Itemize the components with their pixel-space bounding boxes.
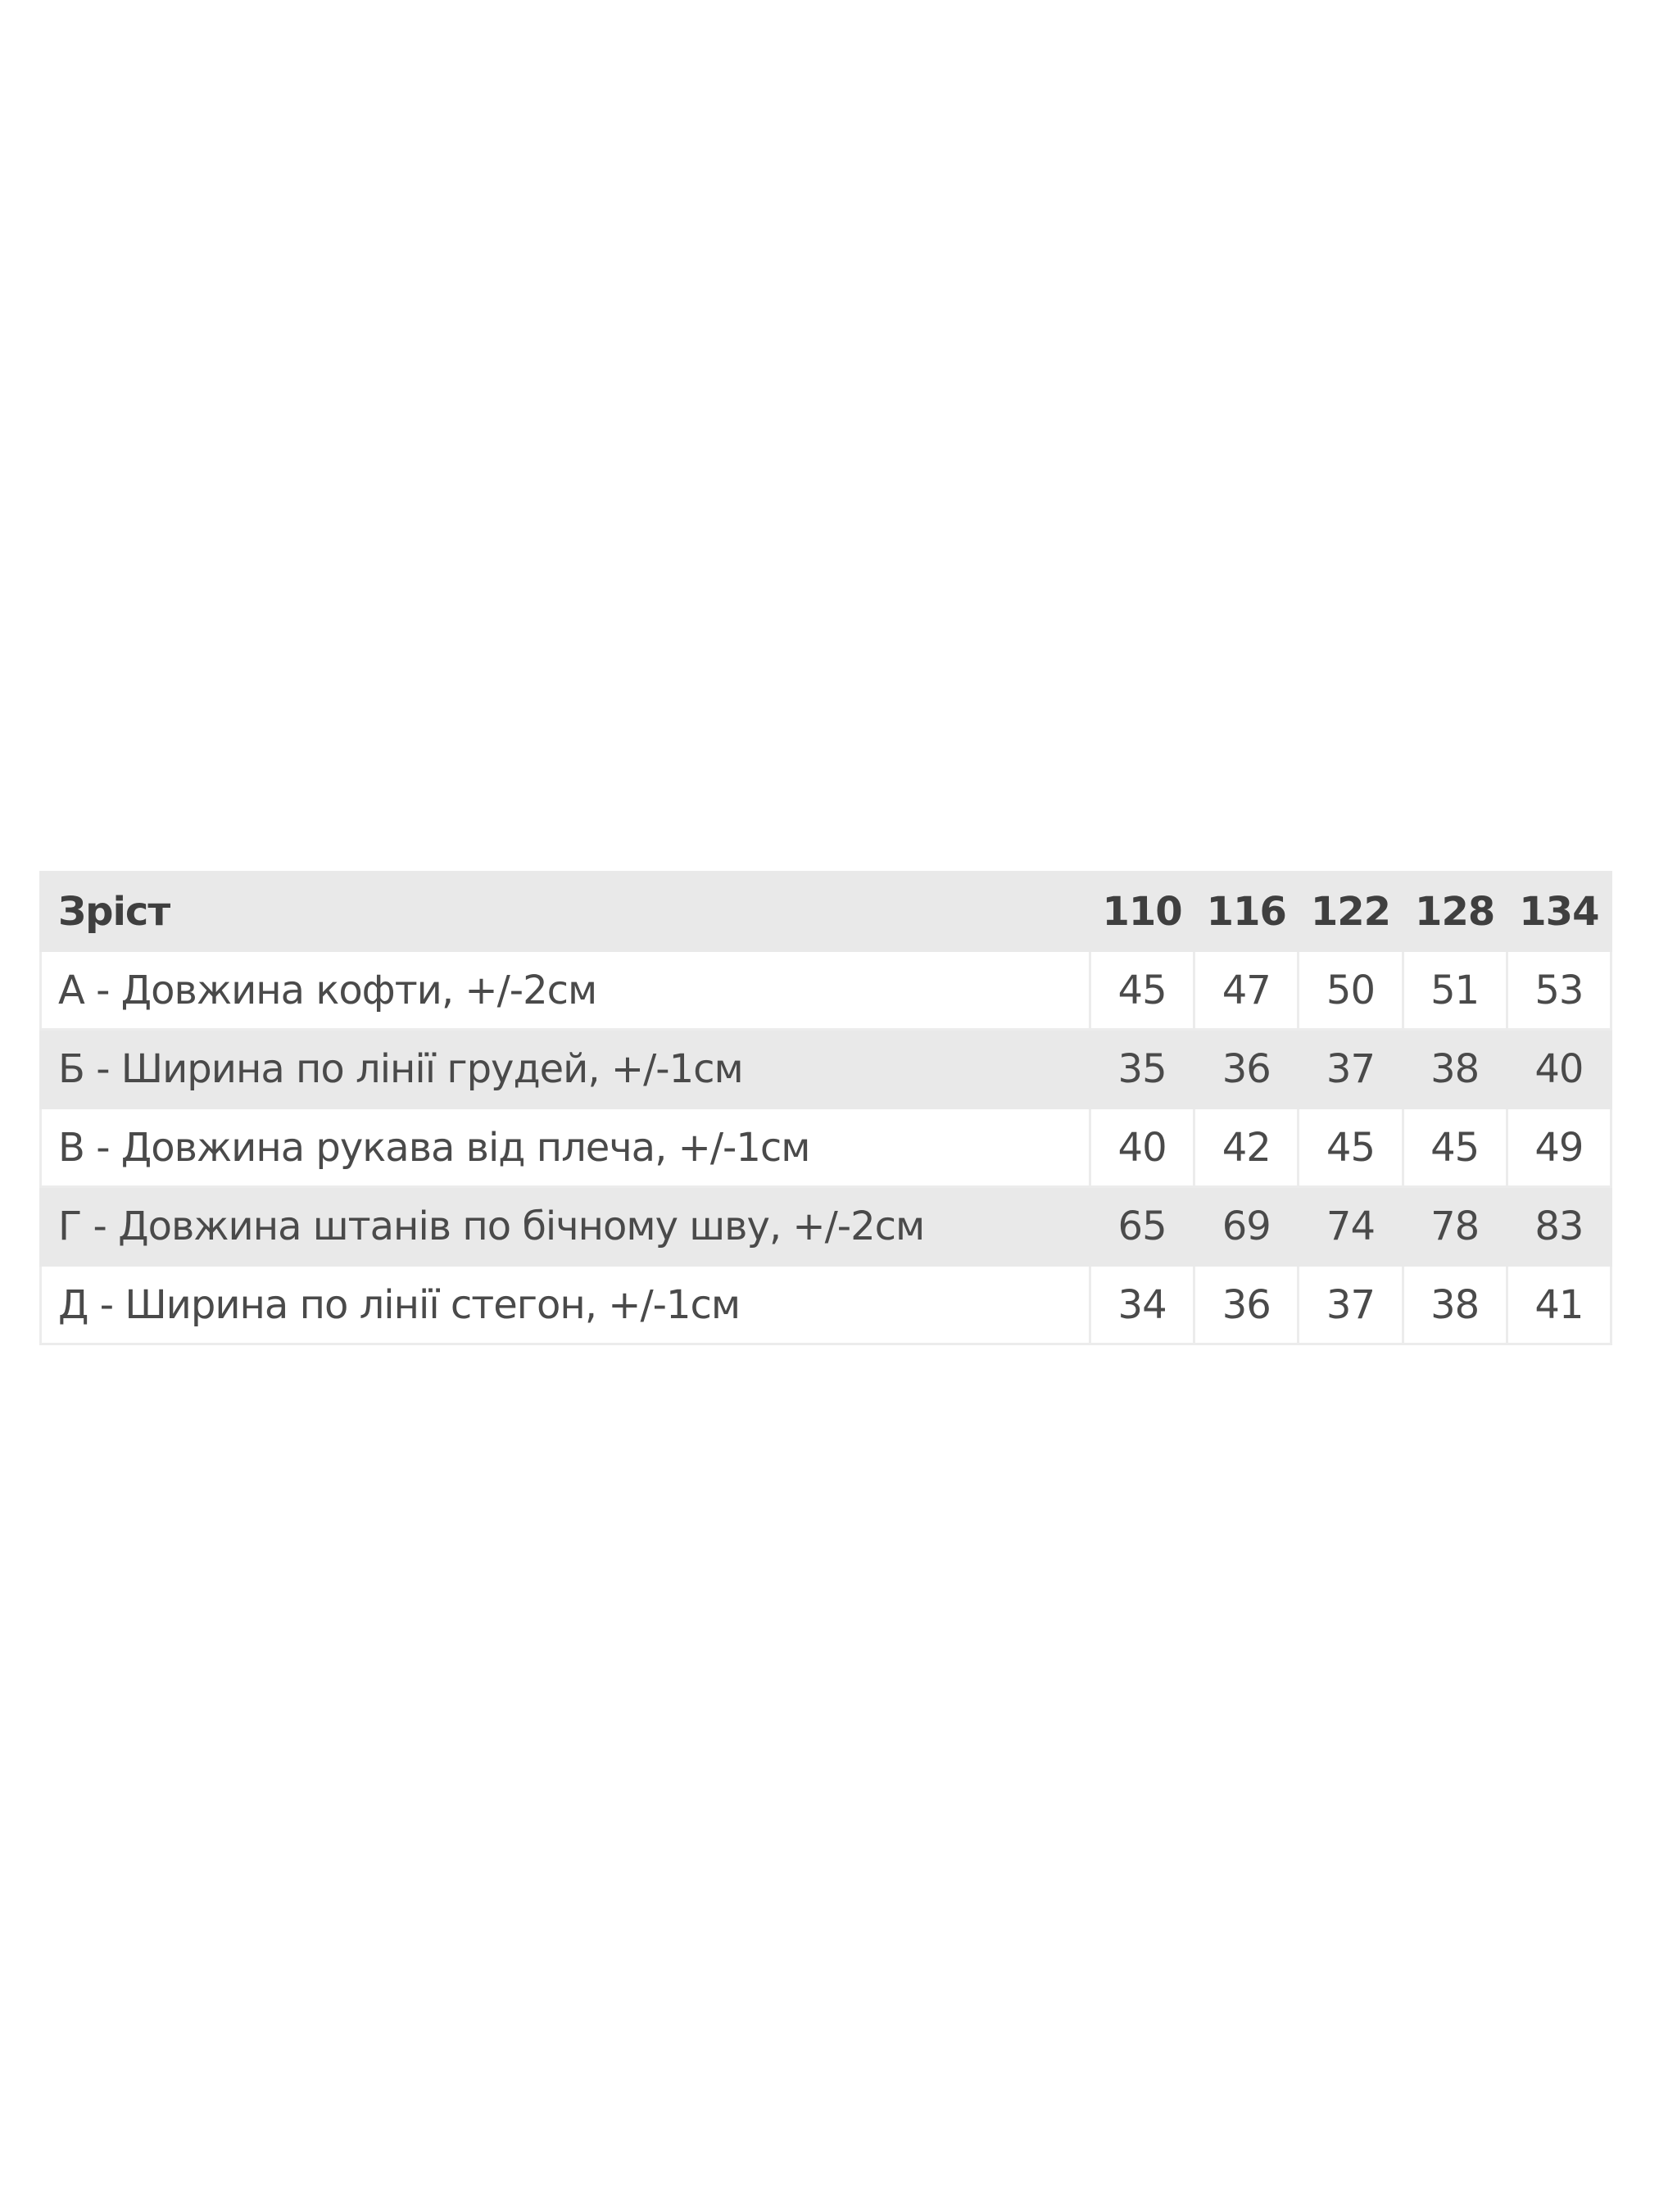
row-value: 78 [1401, 1185, 1508, 1267]
row-value: 65 [1088, 1185, 1196, 1267]
row-value: 34 [1088, 1264, 1196, 1345]
row-value: 50 [1297, 950, 1404, 1031]
size-chart-table: Зріст 110 116 122 128 134 А - Довжина ко… [39, 871, 1613, 1345]
row-value: 45 [1088, 950, 1196, 1031]
row-value: 41 [1505, 1264, 1613, 1345]
table-row: Б - Ширина по лінії грудей, +/-1см 35 36 37… [39, 1028, 1613, 1109]
row-value: 47 [1193, 950, 1300, 1031]
row-value: 40 [1505, 1028, 1613, 1109]
row-value: 45 [1401, 1107, 1508, 1188]
row-value: 37 [1297, 1264, 1404, 1345]
row-label: Б - Ширина по лінії грудей, +/-1см [39, 1028, 1091, 1109]
row-value: 51 [1401, 950, 1508, 1031]
row-value: 37 [1297, 1028, 1404, 1109]
header-row: Зріст 110 116 122 128 134 [39, 871, 1613, 952]
row-label: А - Довжина кофти, +/-2см [39, 950, 1091, 1031]
size-header: 116 [1193, 871, 1300, 952]
table-row: Д - Ширина по лінії стегон, +/-1см 34 36 37… [39, 1264, 1613, 1345]
row-value: 45 [1297, 1107, 1404, 1188]
row-value: 36 [1193, 1028, 1300, 1109]
row-value: 38 [1401, 1028, 1508, 1109]
row-value: 36 [1193, 1264, 1300, 1345]
row-value: 83 [1505, 1185, 1613, 1267]
row-value: 74 [1297, 1185, 1404, 1267]
row-value: 40 [1088, 1107, 1196, 1188]
row-value: 42 [1193, 1107, 1300, 1188]
size-header: 134 [1505, 871, 1613, 952]
table-row: А - Довжина кофти, +/-2см 45 47 50 51 53 [39, 950, 1613, 1031]
size-header: 122 [1297, 871, 1404, 952]
row-label: В - Довжина рукава від плеча, +/-1см [39, 1107, 1091, 1188]
row-value: 35 [1088, 1028, 1196, 1109]
table-row: Г - Довжина штанів по бічному шву, +/-2с… [39, 1185, 1613, 1267]
row-value: 53 [1505, 950, 1613, 1031]
table-row: В - Довжина рукава від плеча, +/-1см 40 42… [39, 1107, 1613, 1188]
header-label: Зріст [39, 871, 1091, 952]
size-header: 128 [1401, 871, 1508, 952]
row-label: Д - Ширина по лінії стегон, +/-1см [39, 1264, 1091, 1345]
row-value: 69 [1193, 1185, 1300, 1267]
row-value: 38 [1401, 1264, 1508, 1345]
row-label: Г - Довжина штанів по бічному шву, +/-2с… [39, 1185, 1091, 1267]
size-header: 110 [1088, 871, 1196, 952]
row-value: 49 [1505, 1107, 1613, 1188]
